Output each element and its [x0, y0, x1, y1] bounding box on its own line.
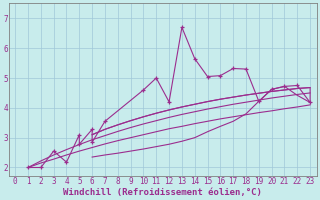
X-axis label: Windchill (Refroidissement éolien,°C): Windchill (Refroidissement éolien,°C): [63, 188, 262, 197]
